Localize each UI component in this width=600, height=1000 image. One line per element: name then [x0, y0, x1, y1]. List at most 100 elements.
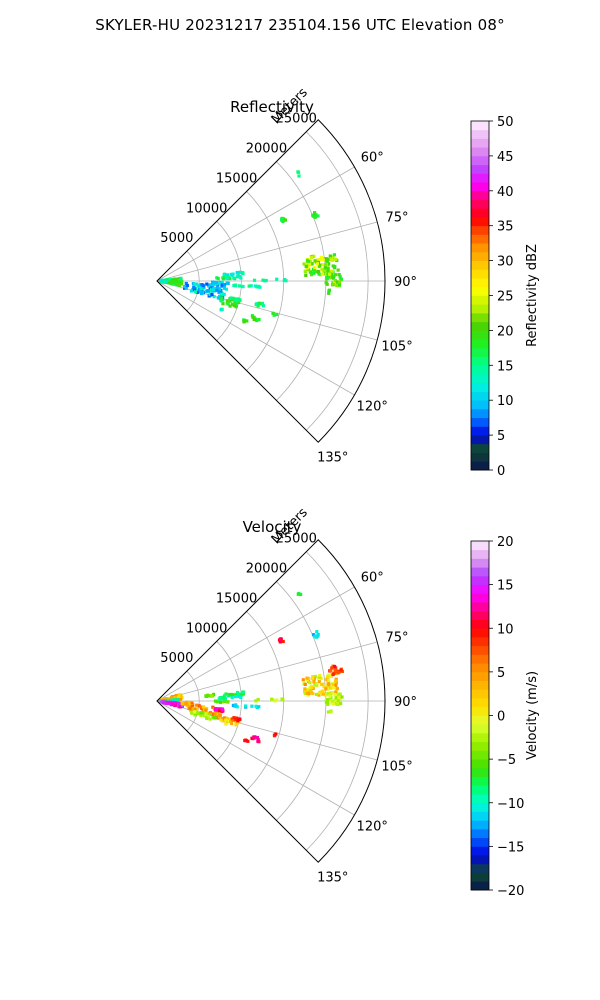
- chart-panel-velocity: Velocity500010000150002000025000Meters60…: [156, 505, 540, 899]
- radar-gate: [213, 699, 218, 703]
- colorbar-segment: [471, 698, 489, 708]
- colorbar-segment: [471, 391, 489, 401]
- colorbar-segment: [471, 575, 489, 586]
- radar-gate: [217, 709, 221, 713]
- radar-gate: [312, 633, 316, 637]
- radar-gate: [323, 263, 328, 267]
- panel-title: Reflectivity: [230, 98, 314, 116]
- radar-gate: [219, 299, 223, 303]
- radar-gate: [236, 273, 240, 277]
- radar-gate: [218, 696, 222, 700]
- radar-gate: [305, 261, 309, 265]
- radar-gate: [329, 668, 333, 672]
- radar-gate: [257, 284, 261, 288]
- colorbar-segment: [471, 715, 489, 725]
- azimuth-tick-label: 120°: [357, 399, 388, 414]
- radar-gate: [217, 281, 221, 285]
- radar-gate: [219, 308, 223, 312]
- radar-gate: [326, 692, 330, 696]
- radar-gate: [163, 701, 167, 705]
- radar-gate: [310, 686, 314, 690]
- radar-gate: [254, 704, 258, 708]
- radar-gate: [220, 296, 224, 300]
- radar-gate: [193, 707, 197, 711]
- radar-gate: [331, 672, 335, 677]
- radar-gate: [200, 711, 204, 715]
- radar-gate: [238, 275, 242, 279]
- sector-outline: [156, 539, 386, 863]
- radar-gate: [316, 269, 320, 274]
- radar-gate: [318, 674, 322, 678]
- radar-gate: [333, 698, 337, 702]
- radar-gate: [323, 266, 327, 270]
- radar-gate: [256, 737, 260, 742]
- radar-gate: [208, 713, 212, 717]
- radar-gate: [326, 257, 330, 261]
- azimuth-tick-label: 90°: [394, 275, 417, 290]
- colorbar-tick-label: 30: [497, 255, 514, 270]
- radar-gate: [324, 257, 328, 261]
- radar-gate: [338, 275, 342, 279]
- radar-gate: [320, 263, 324, 267]
- radar-gate: [229, 272, 233, 276]
- colorbar-segment: [471, 182, 489, 192]
- radar-gate: [235, 298, 239, 302]
- radar-gate: [310, 262, 314, 266]
- colorbar-segment: [471, 680, 489, 690]
- colorbar-tick-label: 40: [497, 185, 514, 200]
- radar-gate: [314, 683, 318, 688]
- radar-gate: [208, 283, 212, 287]
- radar-gate: [229, 719, 233, 723]
- range-tick-label: 5000: [160, 651, 193, 666]
- radar-gate: [316, 214, 320, 218]
- radar-gate: [315, 630, 319, 634]
- radar-gate: [234, 305, 238, 309]
- radar-gate: [230, 696, 234, 700]
- radar-gate: [237, 694, 241, 699]
- radar-gate: [314, 682, 318, 686]
- range-tick-label: 10000: [186, 201, 227, 216]
- radar-gate: [235, 275, 240, 279]
- colorbar-segment: [471, 602, 489, 612]
- chart-panel-reflectivity: Reflectivity500010000150002000025000Mete…: [156, 85, 540, 479]
- radar-gate: [313, 259, 317, 263]
- radar-gate: [258, 302, 262, 306]
- radar-gate: [305, 691, 309, 695]
- radar-gate: [321, 258, 325, 262]
- radar-gate: [228, 277, 232, 281]
- grid-radial: [156, 280, 355, 396]
- radar-gate: [249, 284, 253, 288]
- radar-gate: [329, 686, 333, 690]
- grid-radial: [156, 586, 355, 702]
- colorbar-segment: [471, 408, 489, 419]
- radar-gate: [211, 287, 215, 291]
- radar-gate: [306, 688, 310, 692]
- radar-gate: [244, 704, 248, 708]
- radar-gate: [195, 290, 199, 294]
- radar-gate: [274, 732, 278, 736]
- radar-gate: [159, 700, 163, 704]
- range-tick-label: 15000: [216, 591, 257, 606]
- colorbar-tick-label: 5: [497, 429, 505, 444]
- colorbar-segment: [471, 610, 489, 620]
- radar-gate: [218, 700, 223, 704]
- radar-gate: [325, 675, 329, 679]
- grid-radial: [156, 166, 355, 282]
- radar-gate: [308, 688, 312, 692]
- radar-gate: [175, 281, 179, 285]
- radar-gate: [331, 685, 335, 689]
- radar-gate: [203, 710, 207, 714]
- colorbar-segment: [471, 811, 489, 821]
- radar-gate: [303, 269, 307, 273]
- radar-gate: [324, 272, 328, 276]
- radar-gate: [250, 704, 254, 708]
- radar-gate: [314, 692, 318, 696]
- radar-gate: [239, 695, 243, 699]
- radar-gate: [234, 717, 238, 722]
- radar-gate: [170, 702, 174, 706]
- radar-gate: [200, 291, 204, 295]
- colorbar-segment: [471, 628, 489, 638]
- radar-gate: [334, 683, 338, 687]
- radar-gate: [212, 295, 216, 299]
